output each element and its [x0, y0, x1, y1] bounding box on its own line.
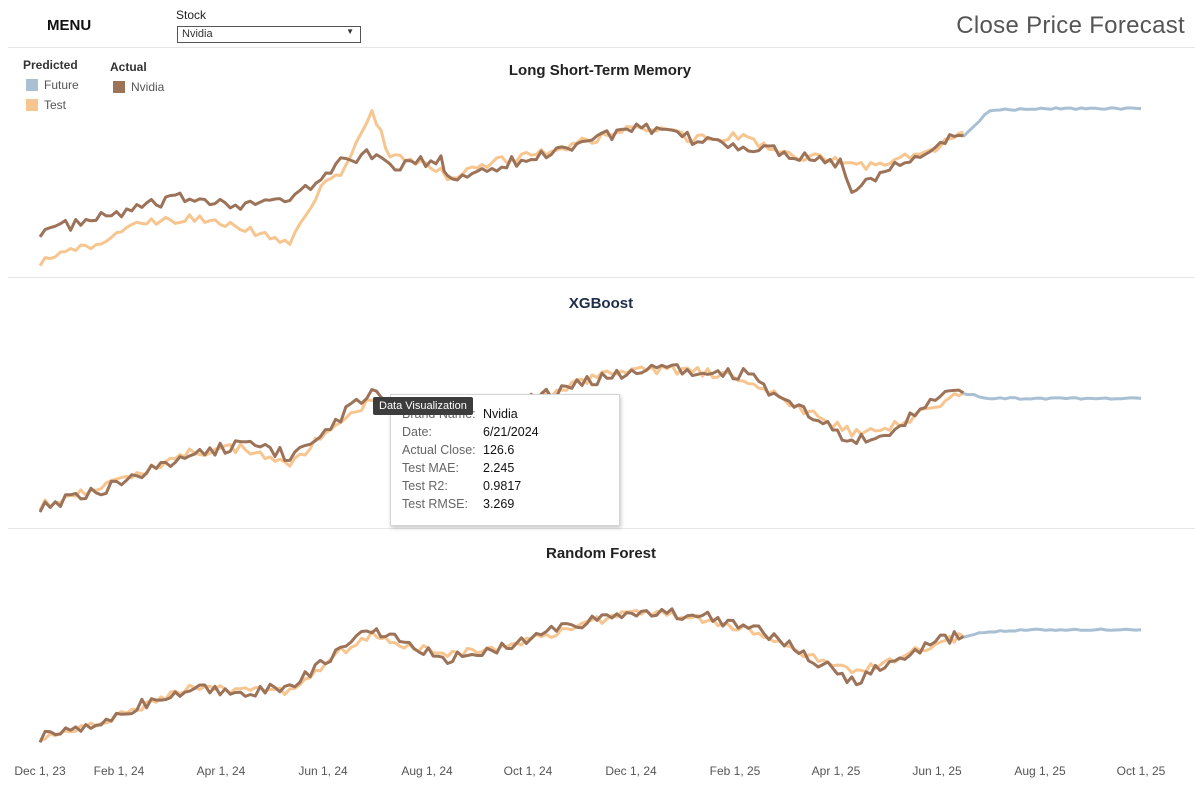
x-tick-label: Apr 1, 24 — [197, 764, 246, 778]
chart-divider-1 — [8, 277, 1195, 278]
tooltip-row: Date: 6/21/2024 — [402, 423, 608, 441]
series-future-line[interactable] — [963, 627, 1142, 639]
legend-label-future: Future — [44, 78, 79, 92]
tooltip-key: Test R2: — [402, 479, 448, 493]
tooltip-value: 0.9817 — [483, 479, 522, 493]
tooltip-value: 2.245 — [483, 461, 515, 475]
legend-label-nvidia: Nvidia — [131, 80, 165, 94]
series-test-line[interactable] — [38, 109, 964, 267]
legend-predicted-title: Predicted — [23, 58, 78, 72]
x-tick-label: Jun 1, 24 — [298, 764, 348, 778]
tooltip-value: 126.6 — [483, 443, 515, 457]
chart-divider-2 — [8, 528, 1195, 529]
x-tick-label: Dec 1, 24 — [605, 764, 657, 778]
tooltip-badge: Data Visualization — [373, 397, 473, 415]
tooltip-value: 3.269 — [483, 497, 515, 511]
legend-item-test[interactable]: Test — [26, 98, 66, 112]
series-actual-line[interactable] — [38, 607, 965, 744]
tooltip-row: Test MAE: 2.245 — [402, 459, 608, 477]
series-future-line[interactable] — [963, 392, 1142, 401]
x-tick-label: Feb 1, 25 — [710, 764, 761, 778]
legend-actual-title: Actual — [110, 60, 147, 74]
stock-dropdown[interactable]: Nvidia ▼ — [177, 26, 361, 43]
tooltip-key: Actual Close: — [402, 443, 476, 457]
x-tick-label: Oct 1, 25 — [1117, 764, 1166, 778]
tooltip-row: Test RMSE: 3.269 — [402, 495, 608, 513]
legend-item-nvidia[interactable]: Nvidia — [113, 80, 164, 94]
tooltip-value: Nvidia — [483, 407, 518, 421]
chevron-down-icon: ▼ — [346, 27, 354, 36]
legend-swatch-future — [26, 79, 38, 91]
chart-title-xgboost: XGBoost — [568, 295, 634, 312]
legend-label-test: Test — [44, 98, 67, 112]
chart-title-lstm: Long Short-Term Memory — [508, 62, 692, 79]
tooltip-value: 6/21/2024 — [483, 425, 539, 439]
x-tick-label: Oct 1, 24 — [504, 764, 553, 778]
tooltip-key: Date: — [402, 425, 432, 439]
legend-item-future[interactable]: Future — [26, 78, 79, 92]
series-actual-line[interactable] — [38, 122, 964, 238]
x-tick-label: Apr 1, 25 — [812, 764, 861, 778]
tooltip-key: Test RMSE: — [402, 497, 468, 511]
series-future-line[interactable] — [962, 106, 1142, 138]
x-tick-label: Aug 1, 24 — [401, 764, 453, 778]
x-axis: Dec 1, 23 Feb 1, 24 Apr 1, 24 Jun 1, 24 Aug … — [14, 764, 1165, 778]
legend-swatch-nvidia — [113, 81, 125, 93]
tooltip-key: Test MAE: — [402, 461, 459, 475]
series-test-line[interactable] — [39, 608, 965, 743]
stock-label: Stock — [176, 8, 207, 22]
chart-title-random-forest: Random Forest — [545, 545, 656, 562]
x-tick-label: Aug 1, 25 — [1014, 764, 1066, 778]
legend-swatch-test — [26, 99, 38, 111]
tooltip-row: Actual Close: 126.6 — [402, 441, 608, 459]
stock-selected-value: Nvidia — [182, 28, 213, 40]
x-tick-label: Feb 1, 24 — [94, 764, 145, 778]
tooltip-row: Test R2: 0.9817 — [402, 477, 608, 495]
x-tick-label: Dec 1, 23 — [14, 764, 66, 778]
menu-button[interactable]: MENU — [47, 17, 92, 34]
page-title: Close Price Forecast — [956, 12, 1185, 39]
header-divider — [8, 47, 1195, 48]
x-tick-label: Jun 1, 25 — [912, 764, 962, 778]
